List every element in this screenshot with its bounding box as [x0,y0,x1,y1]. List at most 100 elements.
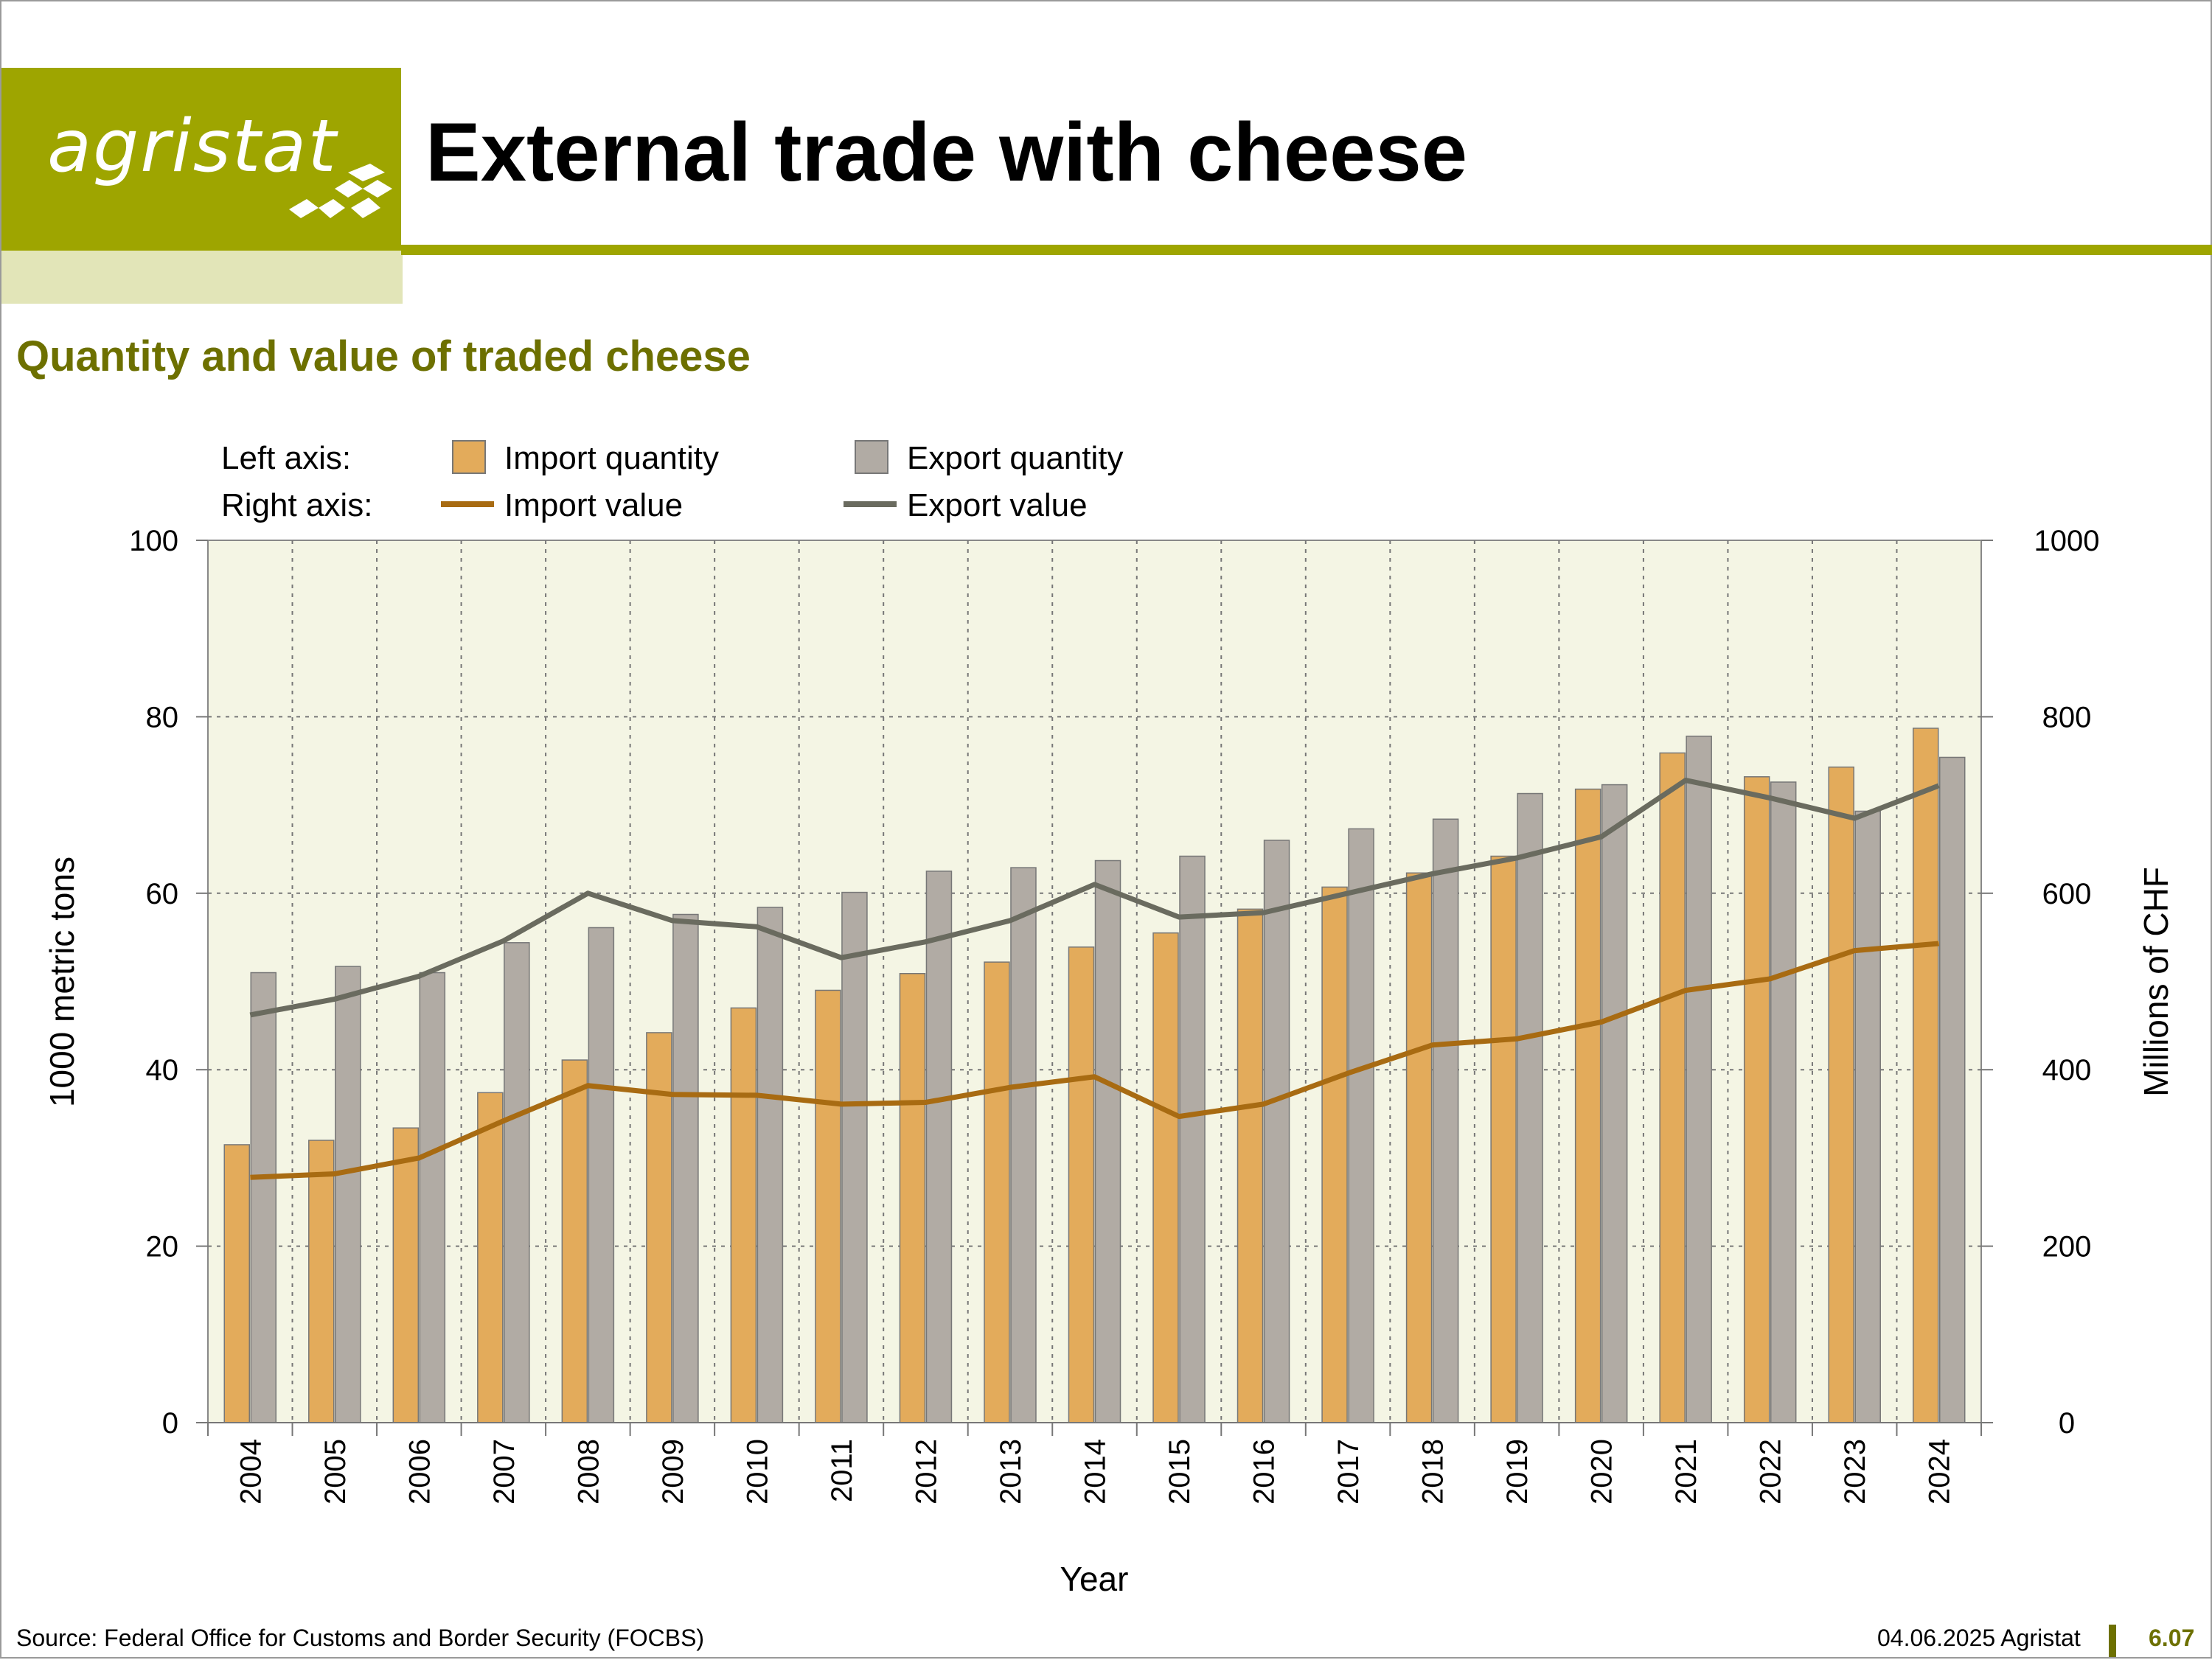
bar-export-quantity [1601,784,1628,1423]
bar-export-quantity [1938,756,1966,1423]
bar-export-quantity [1010,867,1037,1423]
bar-export-quantity [1094,859,1121,1423]
bar-import-quantity [1152,932,1179,1423]
x-tick-label: 2005 [319,1439,352,1504]
legend-label-export-value: Export value [907,487,1088,523]
bar-import-quantity [899,972,926,1423]
x-tick-label: 2008 [572,1439,605,1504]
bar-import-quantity [1068,946,1095,1423]
x-tick-label: 2021 [1670,1439,1703,1504]
bar-import-quantity [1237,908,1264,1423]
bar-import-quantity [1574,788,1601,1423]
x-tick-label: 2024 [1924,1439,1956,1504]
y2-tick-label: 200 [2042,1231,2092,1263]
y2-tick-label: 400 [2042,1054,2092,1087]
logo-text: agristat [47,105,338,189]
axes: 2004 2005 2006 2007 2008 2009 2010 2011 2012 2013… [129,525,2099,1504]
bar-import-quantity [1405,872,1433,1423]
bar-export-quantity [757,907,784,1423]
bar-import-quantity [730,1007,757,1423]
x-tick-label: 2007 [488,1439,521,1504]
bar-export-quantity [419,972,446,1423]
x-tick-label: 2022 [1755,1439,1787,1504]
x-axis-label: Year [1060,1560,1129,1598]
bar-import-quantity [1659,752,1686,1423]
bar-export-quantity [588,927,615,1423]
line-import-value [250,941,1940,1180]
bar-export-quantity [672,913,699,1423]
bar-export-quantity [1686,735,1712,1423]
page-title: External trade with cheese [425,106,1468,198]
legend-swatch-import-quantity [452,440,486,474]
footer-date: 04.06.2025 Agristat [1877,1625,2081,1651]
bar-import-quantity [1743,776,1770,1423]
bar-import-quantity [1490,855,1517,1423]
x-tick-label: 2009 [657,1439,689,1504]
bar-import-quantity [1321,886,1348,1423]
bar-import-quantity [392,1127,420,1423]
bar-import-quantity [815,989,841,1423]
y2-tick-label: 600 [2042,878,2092,910]
x-tick-label: 2018 [1417,1439,1450,1504]
y-tick-label: 80 [146,701,179,733]
y-tick-label: 100 [129,525,178,557]
y-tick-label: 20 [146,1231,179,1263]
legend-right-axis-label: Right axis: [221,487,372,523]
footer-source: Source: Federal Office for Customs and B… [16,1625,705,1651]
x-tick-label: 2004 [234,1439,267,1504]
bar-import-quantity [1828,766,1854,1423]
bar-import-quantity [308,1140,335,1423]
legend: Left axis: Right axis: Import quantity Expo… [221,440,1124,523]
x-tick-label: 2015 [1164,1439,1196,1504]
x-tick-label: 2011 [826,1439,858,1502]
bar-export-quantity [1517,792,1543,1423]
y2-tick-label: 800 [2042,701,2092,733]
bar-import-quantity [984,961,1010,1423]
x-tick-label: 2014 [1079,1439,1112,1504]
x-tick-label: 2020 [1586,1439,1618,1504]
legend-label-import-quantity: Import quantity [504,440,719,476]
bar-import-quantity [477,1092,504,1423]
footer-divider [2109,1625,2116,1657]
bar-export-quantity [1770,781,1797,1423]
legend-swatch-export-quantity [855,440,888,474]
grid [208,540,1981,1423]
legend-label-export-quantity: Export quantity [907,440,1124,476]
y-tick-label: 0 [162,1407,178,1440]
bar-export-quantity [1348,828,1374,1423]
line-export-value [249,778,1941,1018]
bar-export-quantity [1263,840,1290,1423]
y-tick-label: 40 [146,1054,179,1087]
page-number: 6.07 [2149,1625,2195,1651]
x-tick-label: 2010 [741,1439,773,1504]
x-tick-label: 2023 [1839,1439,1871,1504]
bar-export-quantity [1179,855,1206,1423]
y-axis-label: 1000 metric tons [43,857,81,1107]
bar-export-quantity [504,942,530,1423]
y2-axis-label: Millions of CHF [2137,867,2175,1097]
y2-tick-label: 0 [2059,1407,2075,1440]
bar-import-quantity [223,1144,251,1423]
bar-import-quantity [1912,728,1939,1423]
x-tick-label: 2016 [1248,1439,1281,1504]
value-lines [249,778,1941,1180]
x-tick-label: 2006 [403,1439,436,1504]
bar-export-quantity [1854,810,1881,1423]
legend-label-import-value: Import value [504,487,683,523]
x-tick-label: 2017 [1332,1439,1365,1504]
bar-export-quantity [250,972,277,1423]
chart-subtitle: Quantity and value of traded cheese [16,332,751,380]
plot-area [207,540,1982,1423]
bar-export-quantity [841,891,868,1423]
y2-tick-label: 1000 [2034,525,2100,557]
bar-export-quantity [1432,818,1459,1423]
logo-box [1,68,401,251]
x-tick-label: 2019 [1501,1439,1534,1504]
legend-left-axis-label: Left axis: [221,440,351,476]
bar-import-quantity [561,1059,588,1423]
logo-shadow [1,251,403,304]
bar-export-quantity [335,966,361,1423]
header-rule [401,245,2212,255]
y-tick-label: 60 [146,878,179,910]
